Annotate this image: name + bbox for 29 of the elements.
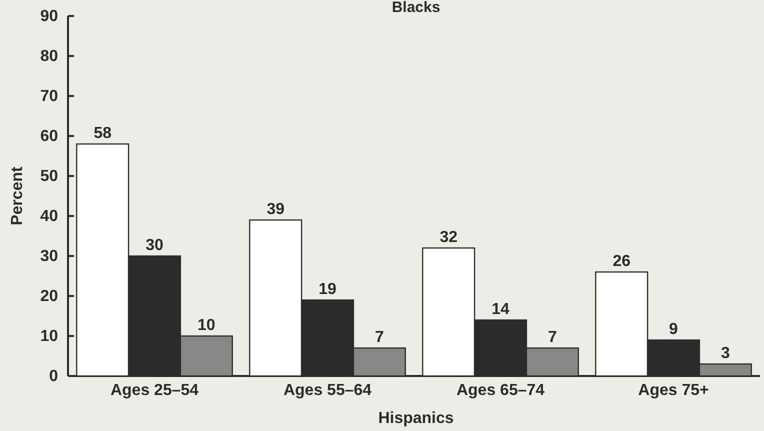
x-axis-title: Hispanics bbox=[378, 410, 454, 427]
data-label: 19 bbox=[318, 281, 336, 298]
x-tick-label: Ages 65–74 bbox=[456, 382, 545, 399]
data-label: 26 bbox=[612, 253, 631, 270]
data-label: 10 bbox=[198, 317, 216, 334]
data-label: 7 bbox=[374, 329, 384, 346]
data-label: 30 bbox=[146, 237, 164, 254]
chart-title: Blacks bbox=[392, 0, 440, 16]
data-label: 58 bbox=[94, 125, 112, 142]
y-tick-label: 90 bbox=[40, 8, 58, 26]
data-label: 32 bbox=[440, 229, 458, 246]
data-label: 14 bbox=[492, 301, 510, 318]
y-tick-label: 10 bbox=[40, 328, 58, 346]
y-tick-label: 80 bbox=[40, 48, 58, 66]
x-tick-label: Ages 75+ bbox=[638, 382, 709, 399]
y-tick-label: 20 bbox=[40, 288, 58, 306]
x-tick-label: Ages 55–64 bbox=[283, 382, 372, 399]
x-tick-label: Ages 25–54 bbox=[110, 382, 199, 399]
y-tick-label: 30 bbox=[40, 248, 58, 266]
y-tick-label: 50 bbox=[40, 168, 58, 186]
data-label: 39 bbox=[266, 201, 285, 218]
y-axis-title: Percent bbox=[9, 166, 26, 226]
y-tick-label: 70 bbox=[40, 88, 58, 106]
data-label: 3 bbox=[720, 345, 730, 362]
y-tick-label: 60 bbox=[40, 128, 58, 146]
data-label: 9 bbox=[669, 321, 678, 338]
y-tick-label: 0 bbox=[49, 368, 58, 386]
data-label: 7 bbox=[548, 329, 557, 346]
y-tick-label: 40 bbox=[40, 208, 58, 226]
